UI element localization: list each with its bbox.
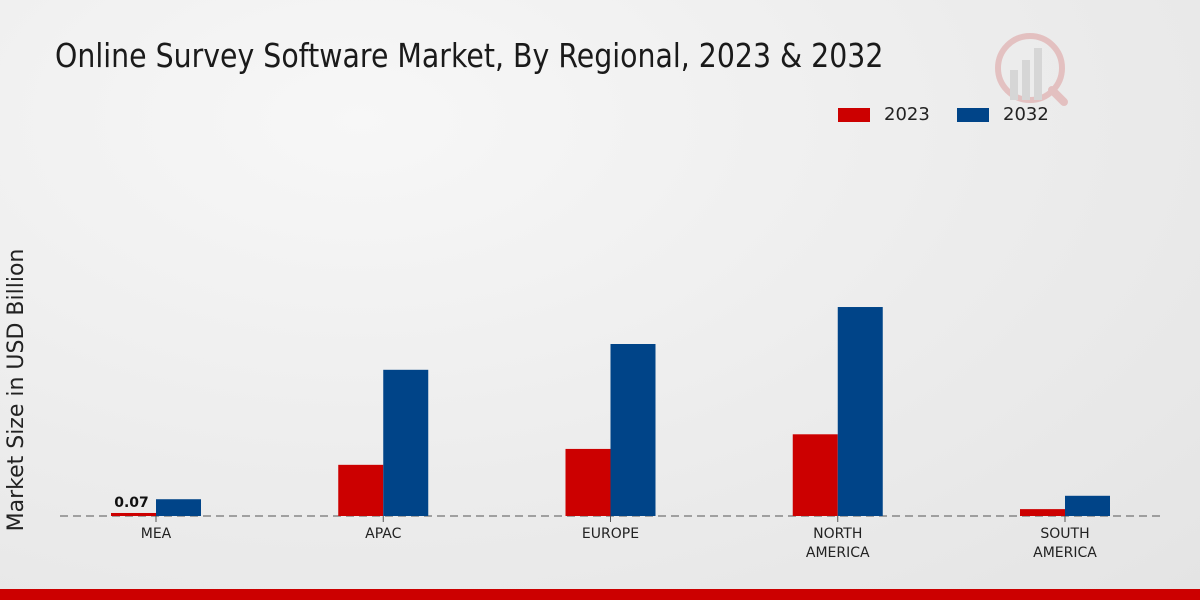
chart-title: Online Survey Software Market, By Region…: [55, 36, 884, 75]
x-tick-label: NORTH: [813, 526, 862, 542]
bar-2032-mea: [156, 499, 201, 516]
legend-swatch-2023: [838, 107, 870, 122]
bar-2023-apac: [338, 464, 384, 516]
x-tick-label: MEA: [141, 526, 172, 542]
bar-2032-europe: [610, 344, 656, 516]
legend-label-2023: 2023: [884, 104, 930, 125]
legend-item-2032: 2032: [957, 104, 1049, 125]
data-label: 0.07: [114, 495, 149, 511]
legend-label-2032: 2032: [1003, 104, 1049, 125]
watermark-logo: [995, 33, 1068, 106]
bar-2032-south-america: [1065, 495, 1110, 516]
footer-bar: [0, 589, 1200, 600]
bar-2032-north-america: [837, 307, 883, 516]
bar-2023-south-america: [1020, 509, 1065, 516]
x-tick-label: AMERICA: [1033, 545, 1097, 561]
x-tick-label: APAC: [365, 526, 401, 542]
legend-swatch-2032: [957, 107, 989, 122]
bar-2023-europe: [565, 448, 611, 516]
bar-2023-mea: [111, 512, 156, 516]
x-tick-label: EUROPE: [582, 526, 639, 542]
x-tick-label: SOUTH: [1040, 526, 1089, 542]
x-tick-label: AMERICA: [806, 545, 870, 561]
bar-2023-north-america: [792, 434, 838, 516]
bar-2032-apac: [383, 369, 429, 516]
legend-item-2023: 2023: [838, 104, 930, 125]
